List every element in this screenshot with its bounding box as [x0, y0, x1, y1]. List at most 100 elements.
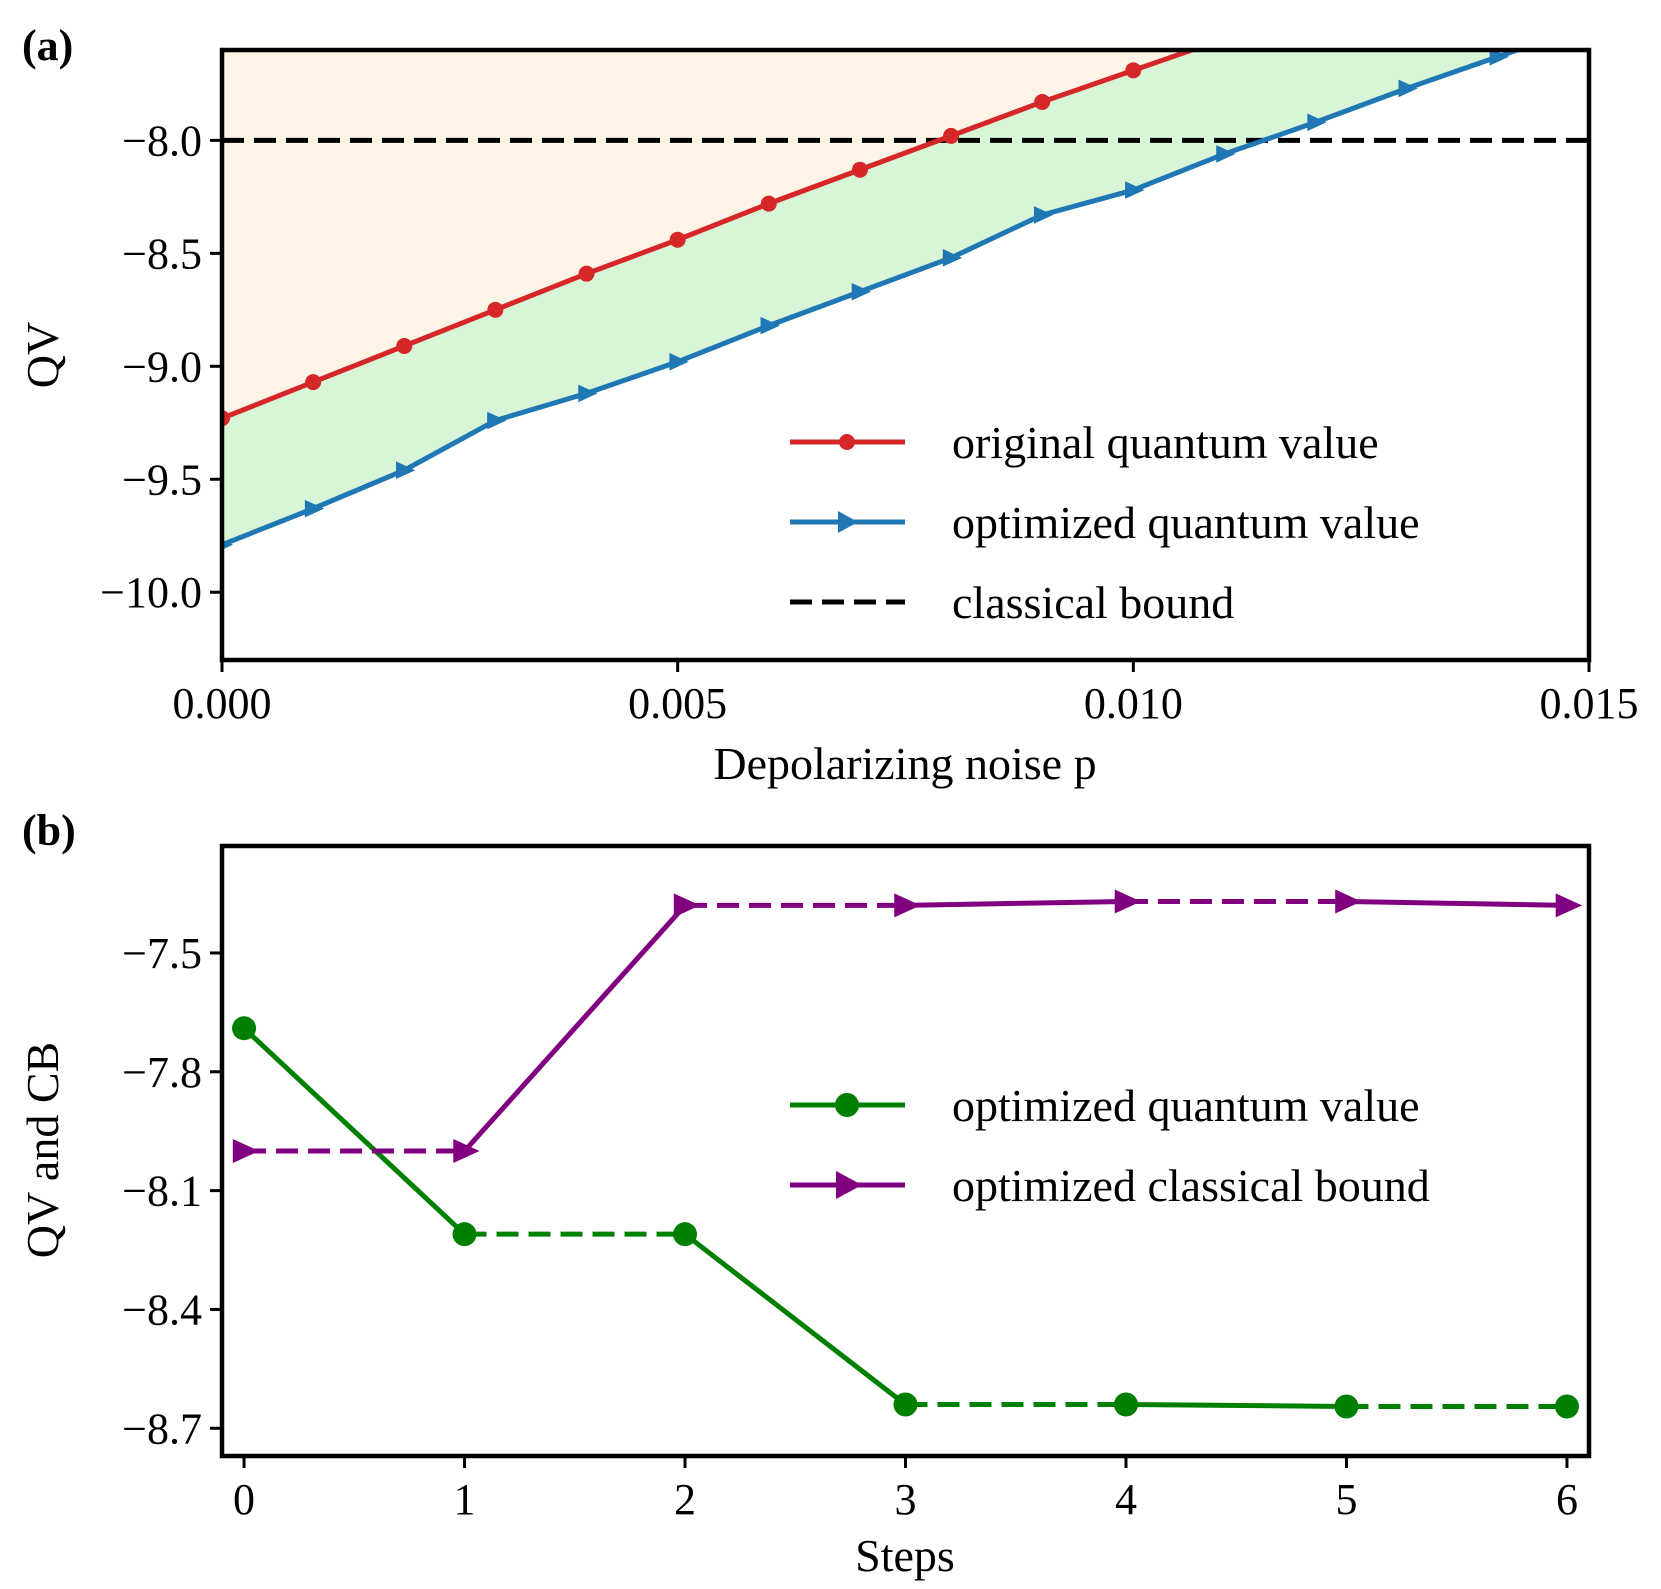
legend-b-quantum-label: optimized quantum value: [952, 1080, 1420, 1131]
original-quantum-value-point: [305, 374, 322, 391]
optimized-quantum-value-point: [1535, 32, 1554, 50]
original-quantum-value-point: [1216, 31, 1232, 47]
optimized-quantum-value-point: [1307, 113, 1327, 132]
optimized-classical-bound-segment: [462, 903, 687, 1153]
legend-optimized-label: optimized quantum value: [952, 497, 1420, 548]
optimized-classical-bound-point: [1335, 889, 1362, 914]
optimized-quantum-value-point: [1334, 1394, 1359, 1419]
panel-b-y-tick-label: −7.5: [122, 929, 202, 978]
optimized-quantum-value-point: [1125, 181, 1145, 199]
panel-b-x-axis-label: Steps: [855, 1530, 955, 1581]
panel-a-clipped-group: [222, 31, 1589, 550]
optimized-quantum-value-segment: [1125, 1402, 1347, 1409]
legend-classical-label: classical bound: [952, 577, 1234, 628]
original-quantum-value-line: [222, 50, 1200, 421]
panel-b-x-tick-label: 4: [1115, 1475, 1137, 1524]
optimized-classical-bound-point: [894, 893, 921, 918]
original-quantum-value-point: [760, 195, 777, 212]
optimized-quantum-value-line: [222, 50, 1526, 548]
panel-a-x-tick-label: 0.010: [1084, 679, 1183, 728]
panel-a-x-axis-label: Depolarizing noise p: [713, 738, 1096, 789]
optimized-classical-bound-point: [673, 893, 701, 918]
panel-a-y-tick-label: −9.0: [122, 342, 202, 391]
optimized-quantum-value-point: [232, 1016, 257, 1041]
panel-a-y-tick-label: −10.0: [100, 568, 202, 617]
optimized-quantum-value-point: [452, 1222, 477, 1247]
optimized-quantum-value-point: [1113, 1392, 1138, 1417]
panel-b: 0 1 2 3 4 5 6 −7.5 −7.8 −8.1 −8.4 −8.7 (b) Steps Q…: [17, 806, 1592, 1581]
panel-a-x-tick-label: 0.015: [1540, 679, 1639, 728]
original-quantum-value-point: [669, 231, 686, 248]
panel-b-x-tick-label: 3: [895, 1475, 917, 1524]
optimized-quantum-value-point: [673, 1222, 698, 1247]
panel-a-y-tick-label: −8.5: [122, 229, 202, 278]
original-quantum-value-point: [1034, 93, 1051, 110]
panel-a-y-tick-label: −8.0: [122, 116, 202, 165]
optimized-quantum-value-segment: [683, 1232, 908, 1407]
fill-above-original: [222, 50, 1225, 419]
optimized-quantum-value-point: [1216, 145, 1236, 163]
optimized-quantum-value-point: [851, 282, 871, 301]
panel-a-label: (a): [22, 21, 73, 70]
legend-optimized-marker: [838, 511, 858, 533]
optimized-quantum-value-point: [669, 352, 689, 371]
panel-a-y-tick-label: −9.5: [122, 455, 202, 504]
optimized-classical-bound-segment: [1346, 898, 1567, 908]
legend-original-label: original quantum value: [952, 417, 1379, 468]
panel-b-y-tick-label: −8.1: [122, 1167, 202, 1216]
panel-b-plot-area: [232, 889, 1582, 1419]
panel-b-legend: optimized quantum value optimized classi…: [790, 1080, 1430, 1211]
panel-b-x-tick-label: 6: [1556, 1475, 1578, 1524]
panel-a-x-ticks: 0.000 0.005 0.010 0.015: [173, 660, 1639, 728]
optimized-quantum-value-point: [942, 249, 963, 267]
original-quantum-value-point: [943, 127, 960, 144]
panel-a-axes-frame: [219, 47, 1592, 663]
panel-b-x-tick-label: 5: [1335, 1475, 1357, 1524]
panel-a-y-axis-label: QV: [17, 322, 68, 388]
optimized-quantum-value-point: [396, 461, 416, 480]
original-quantum-value-point: [851, 161, 868, 178]
optimized-classical-bound-point: [1114, 889, 1141, 914]
optimized-quantum-value-point: [578, 384, 598, 403]
optimized-quantum-value-segment: [242, 1026, 467, 1237]
legend-b-quantum-marker: [835, 1093, 859, 1117]
panel-a: 0.000 0.005 0.010 0.015 −8.0 −8.5 −9.0 −9.5 −10…: [17, 21, 1639, 789]
panel-a-x-tick-label: 0.005: [628, 679, 727, 728]
panel-a-legend: original quantum value optimized quantum…: [790, 417, 1420, 628]
optimized-classical-bound-point: [453, 1139, 480, 1163]
original-quantum-value-point: [396, 337, 413, 354]
legend-original-marker: [839, 434, 855, 450]
panel-b-y-ticks: −7.5 −7.8 −8.1 −8.4 −8.7: [122, 929, 222, 1453]
optimized-quantum-value-point: [893, 1392, 918, 1417]
optimized-quantum-value-point: [304, 499, 325, 518]
panel-a-y-ticks: −8.0 −8.5 −9.0 −9.5 −10.0: [100, 116, 222, 617]
panel-b-y-axis-label: QV and CB: [17, 1042, 68, 1258]
optimized-quantum-value-point: [1489, 50, 1509, 66]
panel-b-axes-frame: [219, 843, 1592, 1459]
panel-b-y-tick-label: −7.8: [122, 1048, 202, 1097]
original-quantum-value-point: [487, 301, 504, 318]
panel-b-y-tick-label: −8.4: [122, 1285, 202, 1334]
original-quantum-value-point: [578, 265, 595, 282]
optimized-classical-bound-point: [232, 1139, 260, 1163]
panel-a-x-tick-label: 0.000: [173, 679, 272, 728]
legend-b-classical-marker: [836, 1171, 862, 1199]
optimized-quantum-value-point: [1033, 206, 1054, 224]
optimized-classical-bound-point: [1555, 893, 1582, 918]
panel-b-x-tick-label: 2: [674, 1475, 696, 1524]
optimized-quantum-value-point: [487, 411, 507, 430]
panel-b-x-tick-label: 1: [454, 1475, 476, 1524]
optimized-classical-bound-segment: [905, 898, 1127, 908]
panel-b-x-tick-label: 0: [233, 1475, 255, 1524]
panel-b-x-ticks: 0 1 2 3 4 5 6: [233, 1456, 1578, 1524]
optimized-quantum-value-point: [1398, 79, 1418, 98]
panel-b-y-tick-label: −8.7: [122, 1404, 202, 1453]
legend-b-classical-label: optimized classical bound: [952, 1160, 1430, 1211]
panel-a-plot-area: [222, 31, 1589, 550]
optimized-quantum-value-point: [222, 539, 233, 550]
optimized-quantum-value-point: [1554, 1394, 1579, 1419]
panel-b-label: (b): [22, 806, 76, 855]
original-quantum-value-point: [1125, 62, 1142, 79]
optimized-quantum-value-point: [760, 316, 780, 335]
